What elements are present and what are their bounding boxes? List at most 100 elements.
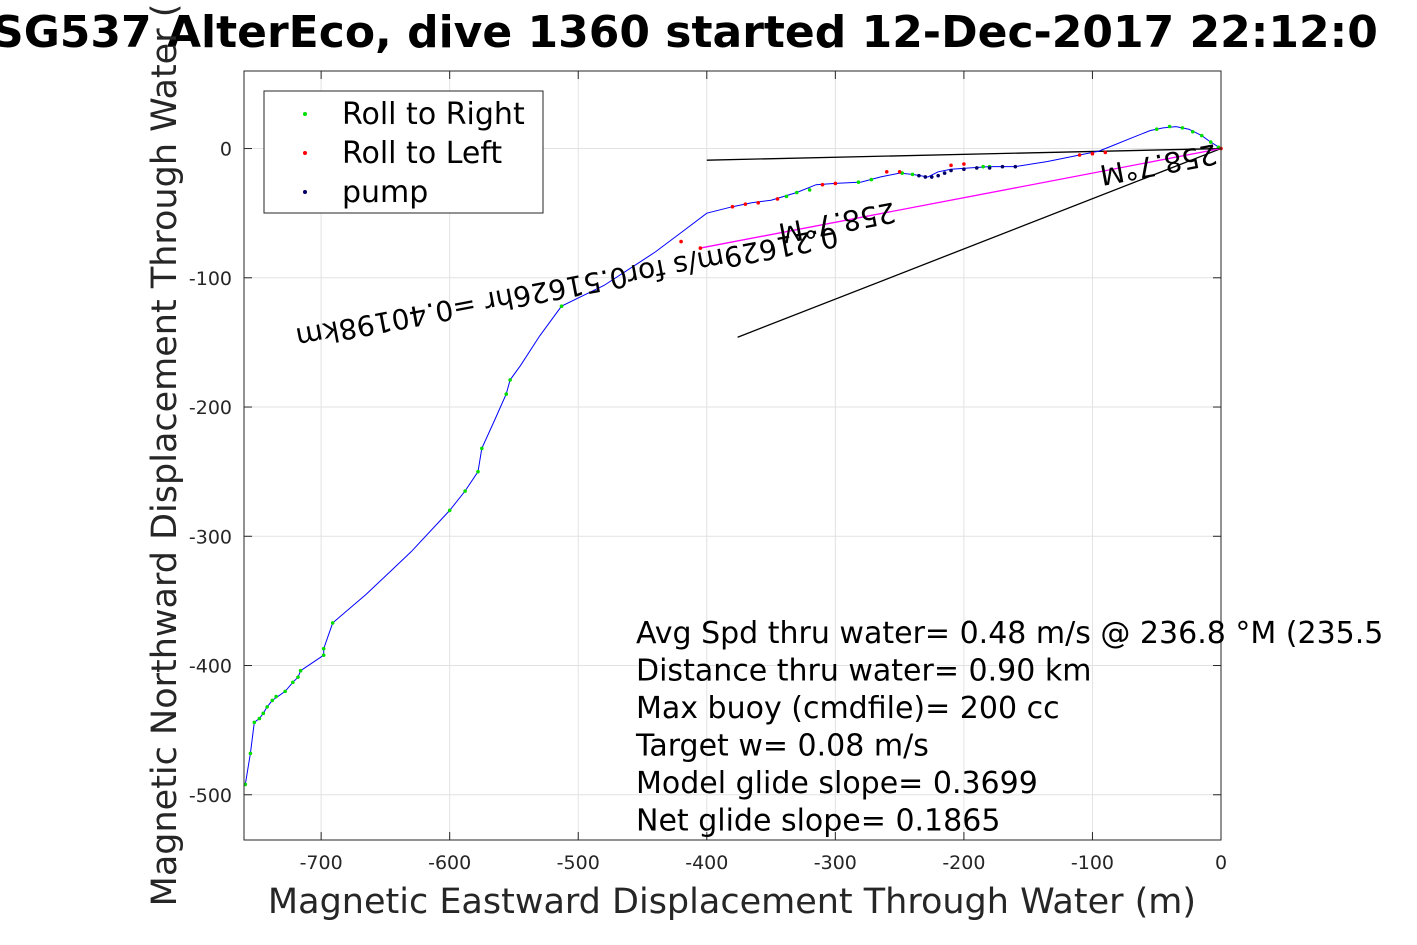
roll-right-point <box>1167 124 1172 129</box>
roll-left-point <box>1103 150 1108 155</box>
pump-point <box>917 173 921 178</box>
stats-line: Max buoy (cmdfile)= 200 cc <box>636 691 1060 726</box>
roll-right-point <box>1190 129 1195 134</box>
legend-label: Roll to Left <box>342 136 502 171</box>
roll-right-point <box>298 668 303 673</box>
roll-right-point <box>504 392 509 396</box>
pump-point <box>949 168 953 173</box>
x-axis-label: Magnetic Eastward Displacement Through W… <box>268 882 1196 922</box>
plot-area-frame <box>243 70 1222 841</box>
roll-right-point <box>807 188 812 192</box>
roll-left-point <box>897 170 902 174</box>
legend-marker <box>303 151 307 155</box>
roll-right-point <box>476 469 480 474</box>
roll-right-point <box>248 751 253 756</box>
stats-line: Net glide slope= 0.1865 <box>636 804 1000 839</box>
roll-right-point <box>910 172 915 177</box>
roll-right-point <box>480 446 484 451</box>
x-tick-label: -500 <box>557 852 600 874</box>
legend-box <box>263 90 544 214</box>
rotated-annotation: 258.7°M <box>1097 137 1219 191</box>
pump-point <box>987 166 992 170</box>
x-tick-label: -700 <box>300 852 343 874</box>
roll-right-point <box>1154 127 1159 131</box>
roll-left-point <box>1077 153 1082 157</box>
legend-label: Roll to Right <box>342 97 525 132</box>
y-tick-label: -200 <box>189 397 232 419</box>
legend-label: pump <box>342 175 428 210</box>
roll-right-point <box>447 508 452 513</box>
roll-right-point <box>784 194 789 199</box>
roll-right-point <box>559 304 564 309</box>
roll-right-point <box>291 680 295 685</box>
roll-right-point <box>321 646 326 651</box>
roll-left-point <box>679 239 683 244</box>
pump-point <box>1013 164 1018 169</box>
y-tick-label: -400 <box>189 656 232 678</box>
roll-right-point <box>330 621 335 625</box>
pump-point <box>929 175 934 179</box>
roll-left-point <box>698 246 703 250</box>
stats-line: Target w= 0.08 m/s <box>635 729 929 764</box>
pump-point <box>942 171 947 175</box>
roll-right-point <box>257 716 262 721</box>
stats-line: Distance thru water= 0.90 km <box>636 654 1091 689</box>
roll-left-point <box>833 181 838 186</box>
x-tick-label: -200 <box>942 852 985 874</box>
pump-point <box>923 175 928 179</box>
rotated-annotation: 0.21629m/s for0.51626hr =0.40198km <box>293 220 841 355</box>
y-axis-label: Magnetic Northward Displacement Through … <box>145 4 185 907</box>
grid-lines <box>244 71 1222 840</box>
reference-line <box>700 147 1222 249</box>
roll-right-point <box>794 190 799 195</box>
axis-ticks: -700 -600 -500 -400 -300 -200 -100 0 0 -100 -200 -3… <box>189 71 1227 874</box>
reference-line <box>737 147 1222 338</box>
track-line <box>244 126 1222 785</box>
roll-right-point <box>321 653 326 657</box>
x-tick-label: -400 <box>685 852 728 874</box>
roll-right-point <box>283 689 287 694</box>
roll-right-point <box>463 489 467 493</box>
pump-point <box>962 167 966 172</box>
roll-left-point <box>743 202 748 206</box>
stats-line: Model glide slope= 0.3699 <box>636 766 1038 801</box>
roll-right-point <box>296 675 300 679</box>
roll-left-point <box>1090 151 1095 156</box>
pump-point <box>1000 164 1005 169</box>
roll-right-point <box>274 694 278 699</box>
roll-right-point <box>265 705 269 709</box>
roll-right-point <box>869 177 874 182</box>
reference-lines <box>700 147 1222 338</box>
legend-marker <box>303 112 307 116</box>
roll-left-point <box>730 204 735 209</box>
y-tick-label: -300 <box>189 526 232 548</box>
y-tick-label: 0 <box>220 139 232 161</box>
pump-point <box>974 166 979 170</box>
track-series <box>244 126 1222 785</box>
legend: Roll to Right Roll to Left pump <box>263 90 544 214</box>
stats-line: Avg Spd thru water= 0.48 m/s @ 236.8 °M … <box>636 616 1383 651</box>
chart-title: SG537 AlterEco, dive 1360 started 12-Dec… <box>0 7 1378 58</box>
x-tick-label: -600 <box>428 852 471 874</box>
reference-line <box>706 147 1222 161</box>
legend-marker <box>303 190 307 194</box>
x-tick-label: 0 <box>1215 852 1227 874</box>
roll-right-point <box>856 180 861 184</box>
roll-left-point <box>820 182 825 187</box>
roll-right-point <box>508 378 512 382</box>
roll-left-point <box>775 197 780 201</box>
stats-text-block: Avg Spd thru water= 0.48 m/s @ 236.8 °M … <box>635 616 1383 839</box>
roll-right-point <box>1180 126 1185 130</box>
y-tick-label: -500 <box>189 785 232 807</box>
x-tick-label: -100 <box>1071 852 1114 874</box>
roll-right-point <box>252 720 257 725</box>
x-tick-label: -300 <box>814 852 857 874</box>
roll-left-point <box>756 201 761 205</box>
roll-left-point <box>884 170 889 174</box>
roll-left-point <box>949 163 953 168</box>
roll-right-point <box>1208 140 1213 144</box>
roll-right-point <box>1199 133 1204 138</box>
roll-right-point <box>270 698 275 703</box>
pump-point <box>936 173 940 178</box>
